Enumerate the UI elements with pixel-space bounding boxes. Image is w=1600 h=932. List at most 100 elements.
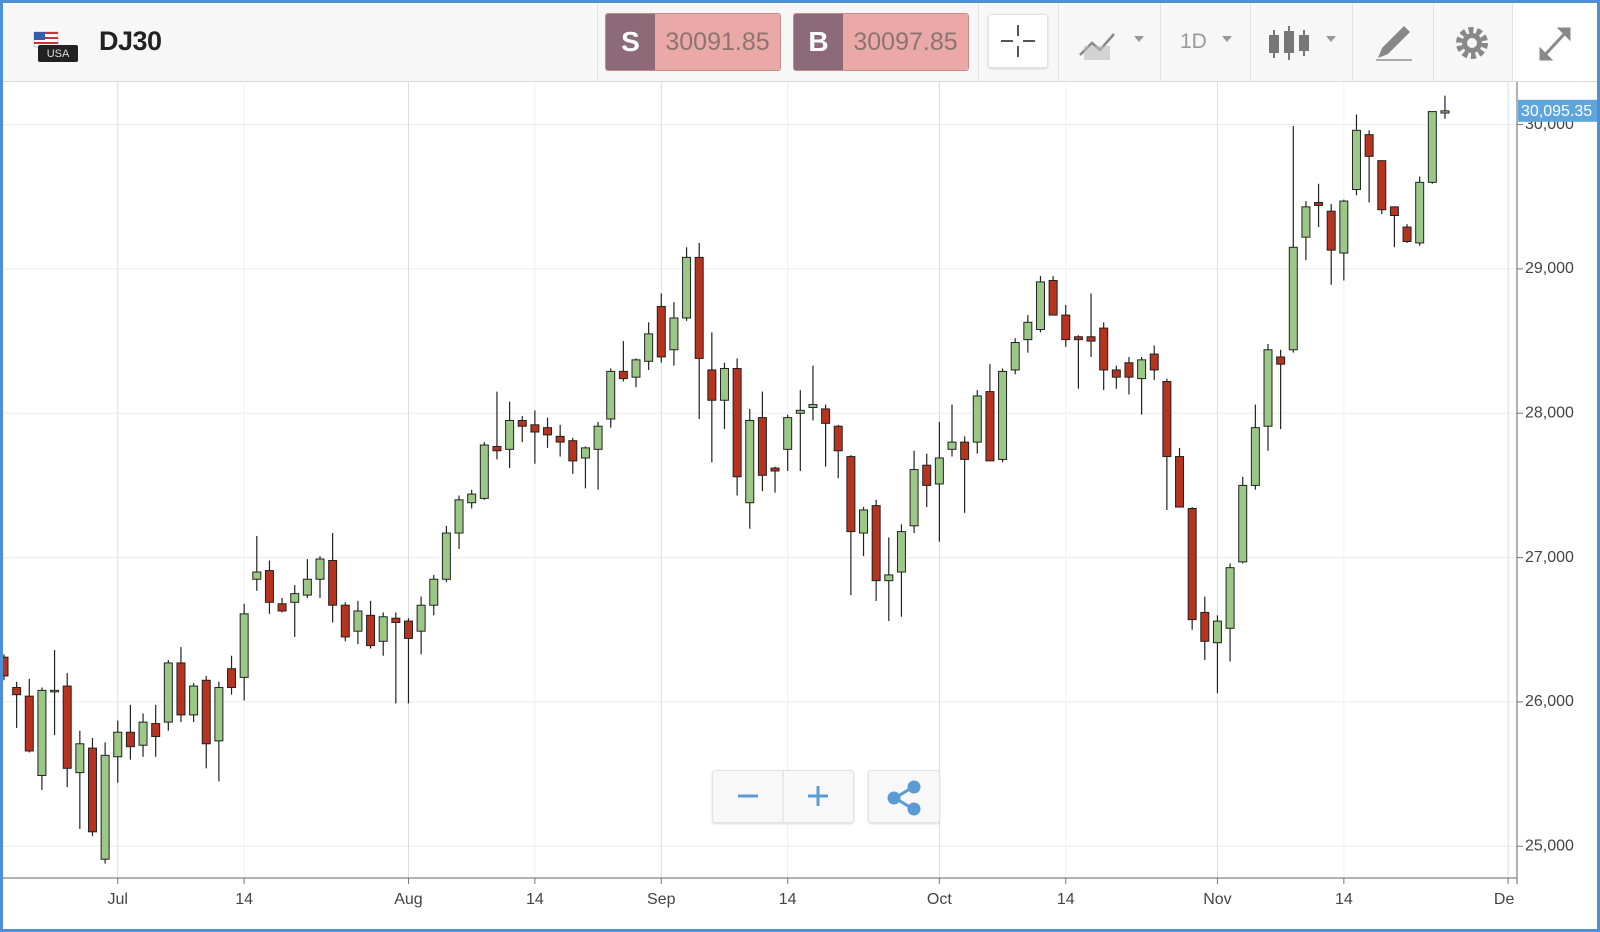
axes: 25,00026,00027,00028,00029,00030,00030,0… [3, 82, 1600, 884]
candle-body [1238, 484, 1248, 563]
candle-body [1175, 456, 1185, 508]
sell-button[interactable]: S 30091.85 [605, 13, 781, 71]
candle-body [859, 509, 869, 534]
y-tick-label: 29,000 [1525, 260, 1574, 277]
x-tick-label: 14 [526, 891, 544, 908]
candle-body [1099, 327, 1109, 371]
candle-body [1111, 369, 1121, 378]
candle-body [138, 721, 148, 746]
candle-body [1326, 210, 1336, 251]
candle-body [1301, 206, 1311, 238]
x-tick-label: 14 [1057, 891, 1075, 908]
candle-body [3, 656, 9, 677]
candle-body [1364, 134, 1374, 157]
settings-button[interactable] [1450, 0, 1494, 81]
x-tick-label: 14 [779, 891, 797, 908]
candle-body [543, 427, 553, 436]
candle-body [505, 419, 515, 450]
candle-body [1212, 620, 1222, 644]
candle-body [62, 685, 72, 769]
candle-body [618, 370, 628, 380]
candle-body [846, 456, 856, 533]
candle-body [403, 620, 413, 639]
share-button[interactable] [868, 770, 940, 823]
candle-body [1250, 427, 1260, 486]
zoom-icons [738, 771, 828, 822]
candle-style-button[interactable] [1262, 0, 1346, 81]
candle-body [252, 571, 262, 580]
candle-body [909, 469, 919, 527]
x-tick-label: 14 [235, 891, 253, 908]
candle-body [1073, 336, 1083, 341]
candle-body [795, 409, 805, 414]
candle-body [593, 425, 603, 450]
fullscreen-button[interactable] [1530, 0, 1580, 81]
candle-body [176, 662, 186, 716]
draw-button[interactable] [1370, 0, 1420, 81]
candle-body [1023, 321, 1033, 341]
timeframe[interactable]: 1D [1180, 30, 1207, 53]
candle-body [1187, 508, 1197, 621]
candle-body [75, 743, 85, 774]
buy-button[interactable]: B 30097.85 [793, 13, 969, 71]
zoom-controls [712, 770, 854, 823]
candle-body [1149, 353, 1159, 371]
candle-body [315, 558, 325, 580]
toolbar: USA DJ30 S 30091.85 B 30097.85 1D [0, 0, 1600, 82]
candle-body [1086, 336, 1096, 342]
candle-body [239, 613, 249, 678]
candle-body [1048, 279, 1058, 316]
candle-body [1162, 380, 1172, 458]
candle-body [100, 754, 110, 860]
candle-body [201, 679, 211, 745]
candle-body [732, 368, 742, 478]
candle-body [631, 359, 641, 378]
candle-body [1124, 362, 1134, 378]
candle-body [821, 408, 831, 424]
candle-body [227, 668, 237, 688]
candle-body [1377, 160, 1387, 211]
candle-body [1061, 314, 1071, 341]
candle-body [479, 444, 489, 499]
candle-body [719, 368, 729, 401]
candle-body [151, 723, 161, 738]
candle-body [125, 731, 135, 748]
zoom-in[interactable] [808, 786, 828, 806]
candle-body [366, 614, 376, 647]
candle-body [113, 731, 123, 758]
buy-label: B [794, 14, 843, 70]
crosshair-button[interactable] [988, 14, 1048, 68]
x-tick-label: Oct [927, 891, 952, 908]
candle-body [340, 604, 350, 638]
candle-body [1010, 342, 1020, 371]
candle-body [884, 574, 894, 582]
x-axis-labels: Jul 14 Aug 14 Sep 14 Oct 14 Nov 14 Dec [108, 891, 1522, 908]
candle-body [770, 467, 780, 472]
symbol: DJ30 [99, 26, 162, 56]
crosshair-icon [1001, 25, 1035, 57]
candle-body [555, 435, 565, 443]
flag-label: USA [47, 48, 70, 60]
candle-body [1415, 181, 1425, 244]
candles [3, 95, 1450, 864]
candle-body [682, 256, 692, 319]
chart-type-button[interactable] [1070, 0, 1150, 81]
candle-body [189, 685, 199, 716]
grid [3, 82, 1517, 878]
last-price-label: 30,095.35 [1521, 103, 1592, 120]
candle-body [163, 662, 173, 723]
candle-body [214, 686, 224, 742]
candle-body [517, 419, 527, 427]
candle-body [1314, 202, 1324, 206]
timeframe-dropdown[interactable] [1218, 0, 1248, 81]
country-flag: USA [33, 31, 78, 62]
candle-body [12, 686, 22, 696]
candle-body [302, 578, 312, 596]
x-tick-label: Dec [1494, 891, 1522, 908]
last-price-tag [1518, 99, 1600, 122]
candle-body [530, 424, 540, 433]
candle-body [1225, 567, 1235, 629]
candle-body [998, 370, 1008, 460]
candle-body [277, 603, 287, 612]
